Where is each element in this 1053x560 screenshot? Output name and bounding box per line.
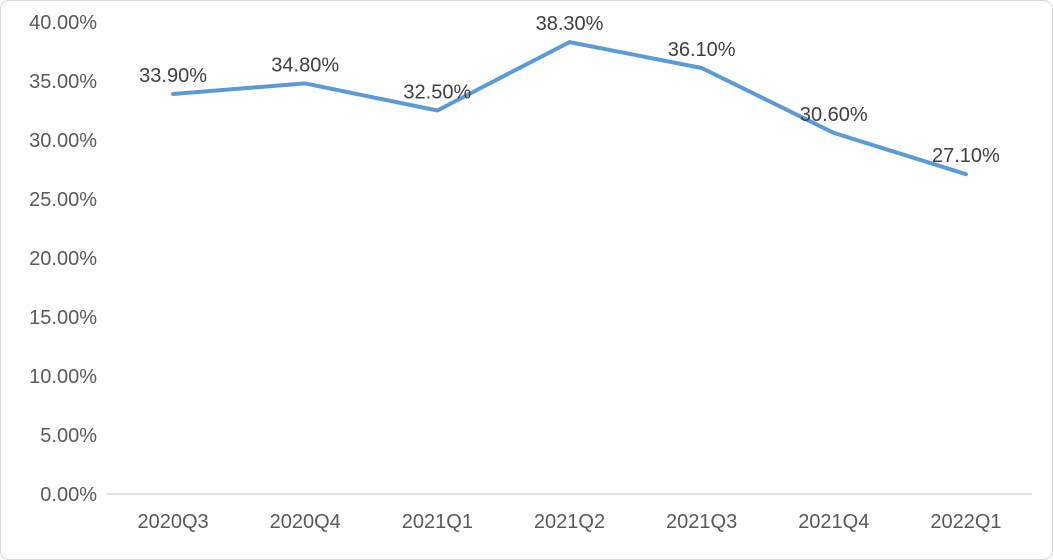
series-line	[171, 40, 968, 177]
data-label: 32.50%	[403, 82, 471, 104]
x-axis-tick-label: 2022Q1	[930, 511, 1001, 533]
x-axis-tick-label: 2020Q3	[137, 511, 208, 533]
data-label: 34.80%	[271, 54, 339, 76]
x-axis-tick-label: 2021Q2	[534, 511, 605, 533]
data-label: 33.90%	[139, 65, 207, 87]
data-label: 36.10%	[668, 39, 736, 61]
y-axis-tick-label: 0.00%	[40, 484, 97, 506]
data-label: 27.10%	[932, 145, 1000, 167]
x-axis-tick-label: 2020Q4	[270, 511, 341, 533]
y-axis-tick-label: 10.00%	[29, 366, 97, 388]
y-axis-tick-label: 35.00%	[29, 71, 97, 93]
y-axis-tick-label: 25.00%	[29, 189, 97, 211]
data-label: 38.30%	[536, 13, 604, 35]
y-axis-tick-label: 30.00%	[29, 130, 97, 152]
y-axis-tick-label: 40.00%	[29, 12, 97, 34]
data-label: 30.60%	[800, 104, 868, 126]
x-axis-tick-label: 2021Q4	[798, 511, 869, 533]
x-axis-tick-label: 2021Q1	[402, 511, 473, 533]
x-axis-tick-label: 2021Q3	[666, 511, 737, 533]
y-axis-tick-label: 5.00%	[40, 425, 97, 447]
y-axis-tick-label: 20.00%	[29, 248, 97, 270]
y-axis-tick-label: 15.00%	[29, 307, 97, 329]
